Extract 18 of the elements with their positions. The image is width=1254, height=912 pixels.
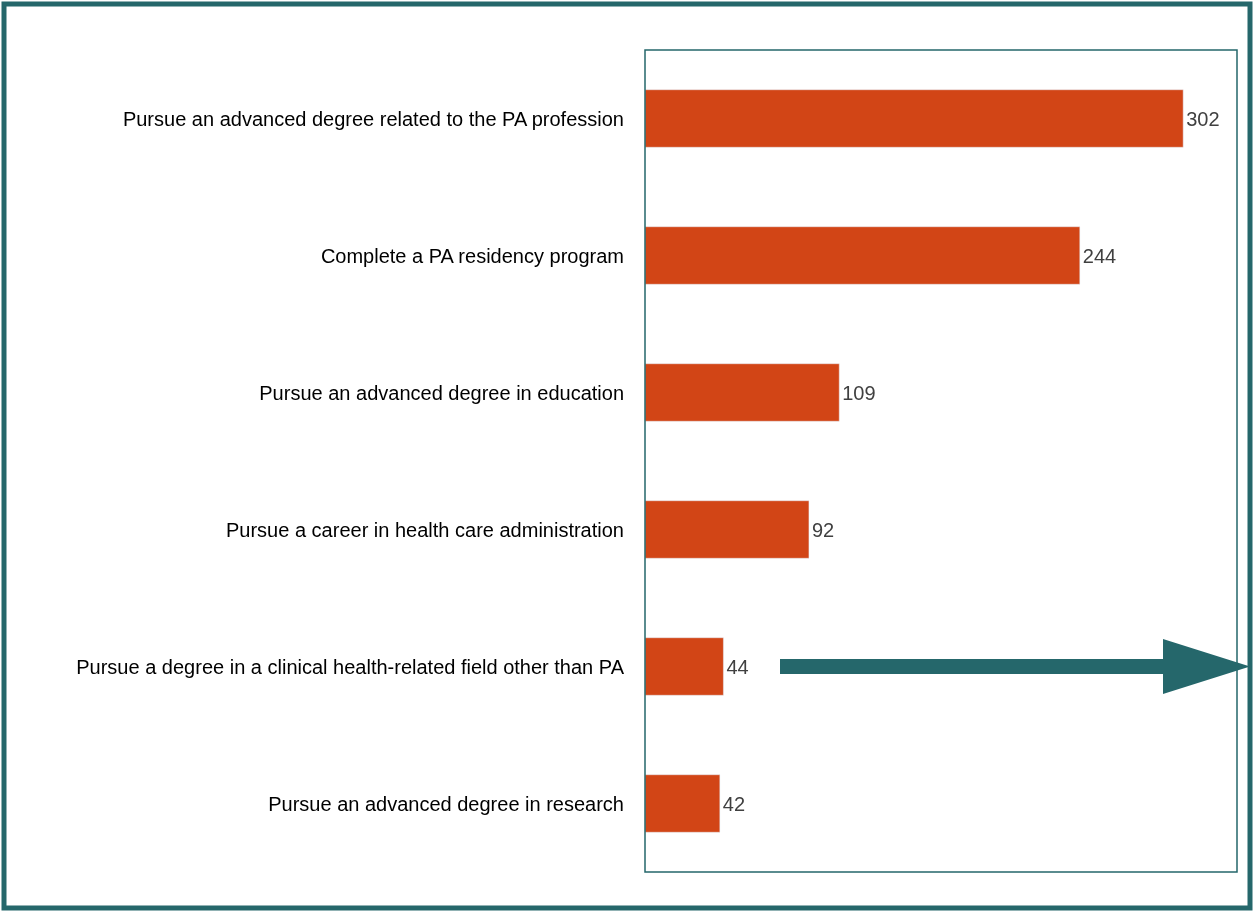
data-label: 244 bbox=[1082, 244, 1117, 267]
y-tick-label: Pursue an advanced degree related to the PA profession bbox=[122, 107, 624, 130]
y-tick-label: Pursue an advanced degree in research bbox=[268, 792, 624, 815]
y-tick-label: Pursue a degree in a clinical health-related field other than PA bbox=[76, 655, 625, 678]
bar bbox=[645, 500, 810, 559]
data-label: 44 bbox=[726, 655, 749, 678]
data-label: 42 bbox=[722, 792, 746, 815]
y-tick-label: Pursue a career in health care administration bbox=[226, 518, 624, 541]
y-tick-label: Complete a PA residency program bbox=[320, 244, 624, 267]
data-label: 92 bbox=[811, 518, 835, 541]
bar bbox=[645, 637, 724, 696]
bar bbox=[645, 226, 1081, 285]
data-label: 109 bbox=[842, 381, 876, 404]
bar bbox=[645, 774, 721, 833]
bar bbox=[645, 363, 840, 422]
bar bbox=[645, 89, 1184, 148]
data-label: 302 bbox=[1186, 107, 1220, 130]
y-tick-label: Pursue an advanced degree in education bbox=[259, 381, 624, 404]
